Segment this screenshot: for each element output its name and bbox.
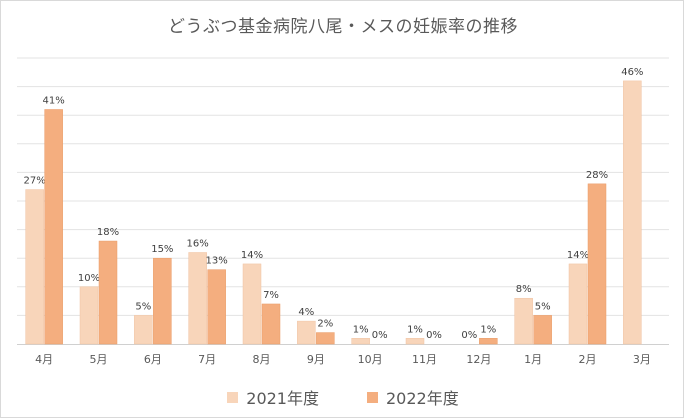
x-tick-label: 2月 [579, 353, 597, 366]
x-tick-label: 5月 [90, 353, 108, 366]
bar-2022 [98, 240, 118, 345]
data-label: 13% [206, 256, 228, 267]
bar-2022 [44, 109, 63, 345]
bar-2021 [79, 286, 99, 345]
legend-label-2021: 2021年度 [246, 389, 319, 408]
bar-2022 [479, 338, 498, 345]
data-label: 5% [135, 301, 151, 312]
bar-2021 [297, 320, 316, 345]
data-label: 1% [480, 324, 496, 335]
x-tick-label: 3月 [633, 353, 651, 366]
x-tick-label: 4月 [35, 353, 53, 366]
bar-2021 [568, 263, 588, 345]
data-label: 8% [516, 284, 532, 295]
bar-2021 [405, 338, 425, 345]
data-label: 18% [97, 227, 119, 238]
x-tick-label: 7月 [198, 353, 216, 366]
x-tick-label: 6月 [144, 353, 162, 366]
legend-item-2022: 2022年度 [367, 385, 459, 409]
bar-2022 [533, 315, 552, 345]
bar-2022 [316, 332, 335, 345]
chart-title: どうぶつ基金病院八尾・メスの妊娠率の推移 [168, 17, 518, 37]
x-tick-label: 8月 [253, 353, 271, 366]
data-label: 0% [461, 330, 477, 341]
bar-2022 [587, 183, 607, 345]
data-label: 1% [353, 324, 369, 335]
bar-2021 [188, 252, 207, 345]
bar-2022 [261, 303, 281, 345]
data-label: 14% [567, 250, 589, 261]
legend-swatch-2022 [367, 391, 378, 403]
x-tick-label: 10月 [358, 353, 383, 366]
data-label: 7% [263, 290, 279, 301]
bar-2021 [623, 80, 642, 345]
bar-2022 [207, 269, 226, 345]
bar-2021 [242, 263, 262, 345]
data-label: 0% [372, 330, 388, 341]
legend: 2021年度 2022年度 [1, 385, 684, 409]
bar-2021 [351, 338, 370, 345]
x-tick-label: 9月 [307, 353, 325, 366]
data-label: 0% [426, 330, 442, 341]
data-label: 27% [24, 176, 46, 187]
data-label: 16% [187, 238, 209, 249]
legend-label-2022: 2022年度 [386, 389, 459, 408]
data-label: 46% [621, 67, 643, 78]
bar-2021 [134, 315, 153, 345]
x-tick-label: 1月 [524, 353, 542, 366]
bar-2022 [153, 257, 172, 345]
data-label: 2% [317, 319, 333, 330]
data-label: 10% [78, 273, 100, 284]
x-tick-label: 12月 [466, 353, 491, 366]
bar-2021 [25, 189, 44, 345]
data-label: 4% [298, 307, 314, 318]
data-label: 5% [535, 301, 551, 312]
data-label: 41% [43, 95, 65, 106]
bar-2021 [514, 297, 533, 345]
legend-swatch-2021 [227, 391, 239, 403]
data-label: 28% [586, 170, 608, 181]
data-label: 1% [407, 324, 423, 335]
x-tick-label: 11月 [412, 353, 437, 366]
data-label: 14% [241, 250, 263, 261]
legend-item-2021: 2021年度 [227, 385, 319, 409]
data-label: 15% [151, 244, 173, 255]
